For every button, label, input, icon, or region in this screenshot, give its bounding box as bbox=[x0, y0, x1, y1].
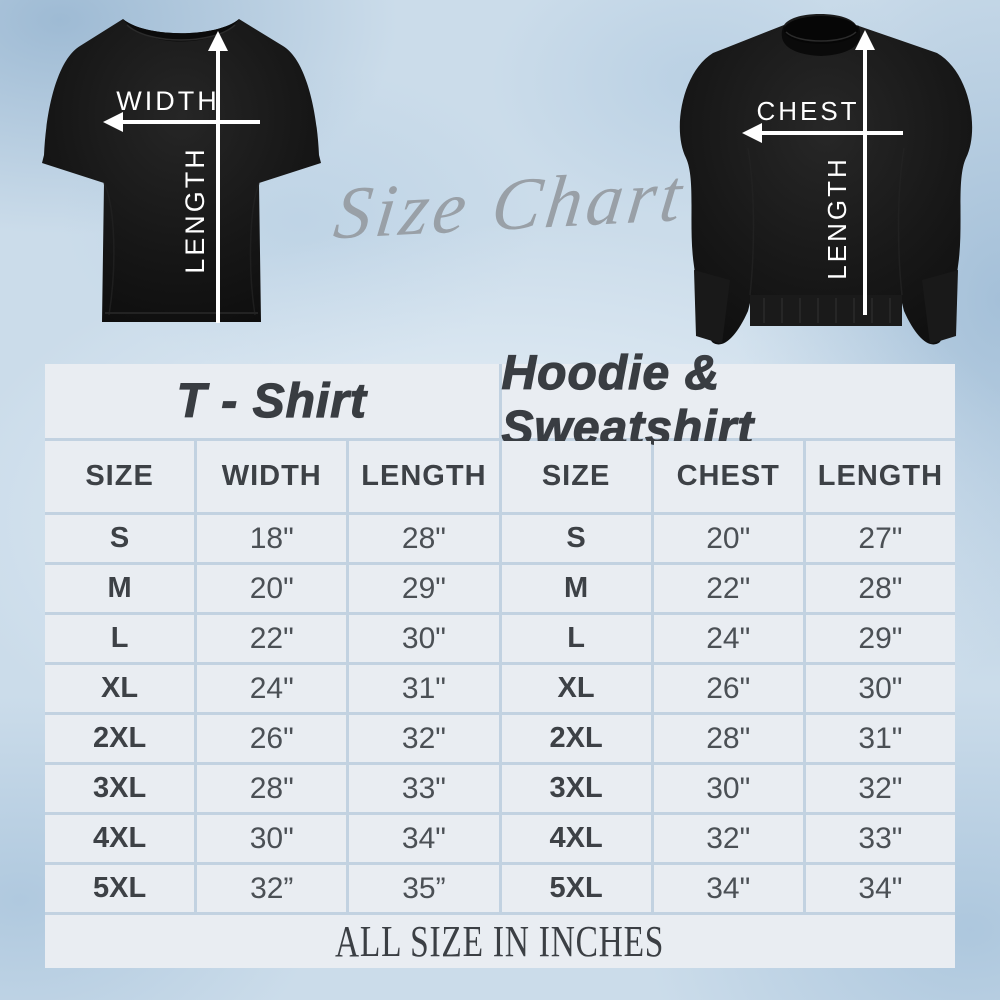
value-cell: 22" bbox=[197, 615, 347, 662]
value-cell: 33" bbox=[349, 765, 499, 812]
sweatshirt-right-cuff bbox=[922, 270, 958, 344]
size-cell: 5XL bbox=[45, 865, 195, 912]
value-cell: 20" bbox=[653, 515, 803, 562]
value-cell: 30" bbox=[805, 665, 955, 712]
size-cell: 4XL bbox=[45, 815, 195, 862]
tshirt-table-title: T - Shirt bbox=[45, 364, 499, 438]
value-cell: 34" bbox=[653, 865, 803, 912]
size-cell: S bbox=[45, 515, 195, 562]
size-cell: 2XL bbox=[45, 715, 195, 762]
value-cell: 26" bbox=[653, 665, 803, 712]
value-cell: 24" bbox=[197, 665, 347, 712]
sweatshirt-left-cuff bbox=[694, 270, 730, 344]
value-cell: 32" bbox=[653, 815, 803, 862]
length-arrowhead-icon bbox=[855, 30, 875, 50]
size-cell: XL bbox=[45, 665, 195, 712]
size-cell: M bbox=[501, 565, 651, 612]
width-arrowhead-icon bbox=[103, 112, 123, 132]
column-header: LENGTH bbox=[349, 441, 499, 512]
tshirt-table: T - Shirt SIZE WIDTH LENGTH S 18" 28" M 20" 2… bbox=[45, 364, 499, 912]
tshirt-length-label: LENGTH bbox=[180, 146, 210, 274]
sweatshirt-length-label: LENGTH bbox=[822, 156, 852, 279]
sweatshirt-hem-band bbox=[750, 295, 902, 326]
value-cell: 28" bbox=[805, 565, 955, 612]
size-table: T - Shirt SIZE WIDTH LENGTH S 18" 28" M 20" 2… bbox=[45, 346, 955, 968]
table-footer-text: ALL SIZE IN INCHES bbox=[335, 917, 665, 966]
size-cell: S bbox=[501, 515, 651, 562]
sweatshirt-silhouette bbox=[679, 14, 973, 345]
length-arrowhead-icon bbox=[208, 31, 228, 51]
size-cell: L bbox=[45, 615, 195, 662]
value-cell: 30" bbox=[653, 765, 803, 812]
value-cell: 29" bbox=[805, 615, 955, 662]
sweatshirt-image: CHEST LENGTH bbox=[679, 14, 973, 345]
value-cell: 28" bbox=[197, 765, 347, 812]
sweatshirt-chest-label: CHEST bbox=[756, 96, 859, 126]
tshirt-collar bbox=[123, 19, 239, 42]
hoodie-table-title: Hoodie & Sweatshirt bbox=[501, 346, 955, 456]
value-cell: 35” bbox=[349, 865, 499, 912]
chest-arrowhead-icon bbox=[742, 123, 762, 143]
value-cell: 30" bbox=[197, 815, 347, 862]
size-cell: 2XL bbox=[501, 715, 651, 762]
column-header: LENGTH bbox=[805, 441, 955, 512]
tshirt-silhouette bbox=[42, 19, 321, 322]
sweatshirt-measurements: CHEST LENGTH bbox=[742, 30, 903, 315]
tshirt-measurements: WIDTH LENGTH bbox=[103, 31, 260, 323]
value-cell: 24" bbox=[653, 615, 803, 662]
table-footer: ALL SIZE IN INCHES bbox=[45, 915, 955, 968]
size-cell: XL bbox=[501, 665, 651, 712]
script-title: Size Chart bbox=[330, 154, 691, 255]
column-header: SIZE bbox=[501, 441, 651, 512]
value-cell: 32" bbox=[349, 715, 499, 762]
size-cell: 3XL bbox=[501, 765, 651, 812]
value-cell: 30" bbox=[349, 615, 499, 662]
size-cell: 3XL bbox=[45, 765, 195, 812]
value-cell: 27" bbox=[805, 515, 955, 562]
value-cell: 34" bbox=[805, 865, 955, 912]
value-cell: 32” bbox=[197, 865, 347, 912]
value-cell: 32" bbox=[805, 765, 955, 812]
value-cell: 31" bbox=[349, 665, 499, 712]
value-cell: 18" bbox=[197, 515, 347, 562]
value-cell: 34" bbox=[349, 815, 499, 862]
value-cell: 33" bbox=[805, 815, 955, 862]
value-cell: 28" bbox=[349, 515, 499, 562]
column-header: SIZE bbox=[45, 441, 195, 512]
value-cell: 29" bbox=[349, 565, 499, 612]
value-cell: 31" bbox=[805, 715, 955, 762]
value-cell: 26" bbox=[197, 715, 347, 762]
tshirt-width-label: WIDTH bbox=[116, 86, 219, 116]
column-header: CHEST bbox=[653, 441, 803, 512]
tshirt-image: WIDTH LENGTH bbox=[42, 19, 321, 323]
size-cell: L bbox=[501, 615, 651, 662]
size-table-body: T - Shirt SIZE WIDTH LENGTH S 18" 28" M 20" 2… bbox=[45, 346, 955, 912]
column-header: WIDTH bbox=[197, 441, 347, 512]
size-cell: M bbox=[45, 565, 195, 612]
value-cell: 20" bbox=[197, 565, 347, 612]
size-cell: 5XL bbox=[501, 865, 651, 912]
value-cell: 28" bbox=[653, 715, 803, 762]
value-cell: 22" bbox=[653, 565, 803, 612]
size-cell: 4XL bbox=[501, 815, 651, 862]
